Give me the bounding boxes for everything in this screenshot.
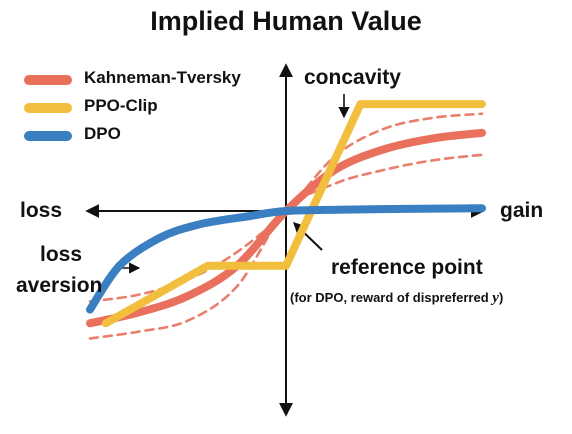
reference-note-variable: y bbox=[492, 290, 499, 306]
loss-aversion-label-line1: loss bbox=[40, 243, 83, 266]
legend-swatch-kahneman-tversky bbox=[24, 75, 72, 85]
reference-point-note: (for DPO, reward of dispreferred y) bbox=[290, 290, 503, 307]
loss-axis-label: loss bbox=[20, 199, 63, 222]
series-kahneman-tversky-dashed-1 bbox=[88, 112, 484, 303]
series-kahneman-tversky-dashed-2 bbox=[88, 153, 484, 340]
reference-point-label: reference point bbox=[331, 256, 483, 279]
legend-label: Kahneman-Tversky bbox=[84, 68, 241, 87]
series-dpo-line bbox=[86, 204, 486, 314]
legend-swatch-dpo bbox=[24, 131, 72, 141]
legend-label: PPO-Clip bbox=[84, 96, 158, 115]
reference-note-text: (for DPO, reward of dispreferred bbox=[290, 290, 489, 305]
gain-axis-label: gain bbox=[500, 199, 544, 222]
legend-label: DPO bbox=[84, 124, 121, 143]
chart-title: Implied Human Value bbox=[150, 6, 422, 36]
series-ppo-clip-line bbox=[101, 100, 486, 328]
legend-swatch-ppo-clip bbox=[24, 103, 72, 113]
reference-note-end: ) bbox=[498, 290, 504, 305]
concavity-label: concavity bbox=[304, 66, 401, 89]
loss-aversion-label-line2: aversion bbox=[16, 274, 103, 297]
